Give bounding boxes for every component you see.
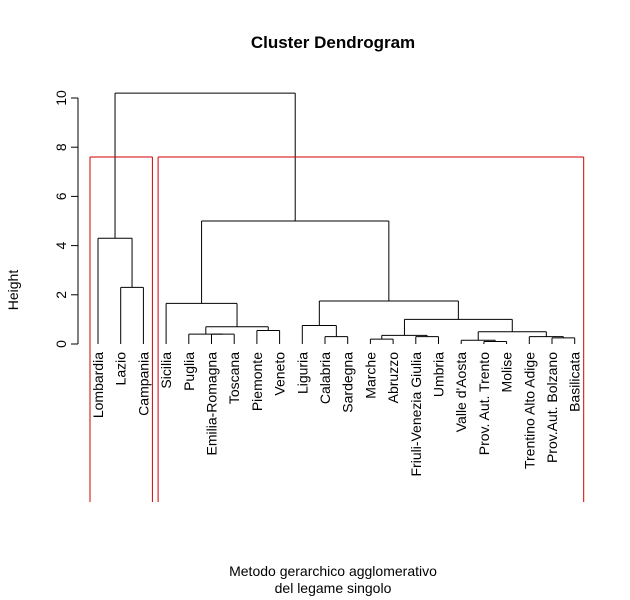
y-tick-label: 2 — [53, 291, 69, 299]
y-tick-label: 0 — [53, 340, 69, 348]
x-axis-label-line-2: del legame singolo — [275, 580, 392, 596]
leaf-label: Molise — [499, 352, 515, 393]
leaf-label: Calabria — [317, 352, 333, 404]
x-axis-label-line-1: Metodo gerarchico agglomerativo — [229, 563, 437, 579]
y-tick-label: 4 — [53, 241, 69, 249]
leaf-label: Toscana — [226, 352, 242, 404]
leaf-label: Lombardia — [90, 352, 106, 418]
leaf-label: Basilicata — [567, 352, 583, 412]
leaf-label: Sicilia — [158, 352, 174, 389]
leaf-label: Lazio — [113, 352, 129, 386]
leaf-label: Abruzzo — [385, 352, 401, 404]
y-axis-label: Height — [5, 270, 21, 311]
leaf-label: Umbria — [431, 352, 447, 397]
leaf-label: Veneto — [272, 352, 288, 396]
leaf-label: Piemonte — [249, 352, 265, 411]
leaf-label: Sardegna — [340, 352, 356, 413]
leaf-label: Prov. Aut. Trento — [476, 352, 492, 455]
leaf-label: Prov.Aut. Bolzano — [544, 352, 560, 463]
leaf-label: Marche — [362, 352, 378, 399]
dendrogram-tree — [97, 92, 576, 344]
leaf-label: Trentino Alto Adige — [521, 352, 537, 469]
cluster-boxes — [89, 156, 585, 502]
y-tick-label: 10 — [53, 90, 69, 106]
y-axis: 0 2 4 6 8 10 — [53, 90, 79, 348]
y-tick-label: 8 — [53, 143, 69, 151]
leaf-label: Puglia — [181, 352, 197, 391]
leaf-label: Campania — [135, 352, 151, 416]
y-tick-label: 6 — [53, 192, 69, 200]
leaf-label: Liguria — [294, 352, 310, 394]
leaf-label: Friuli-Venezia Giulia — [408, 352, 424, 477]
leaf-labels: Lombardia Lazio Campania Sicilia Puglia Emili… — [90, 352, 583, 477]
leaf-label: Valle d'Aosta — [453, 352, 469, 432]
chart-title: Cluster Dendrogram — [251, 33, 415, 52]
leaf-label: Emilia-Romagna — [204, 352, 220, 456]
